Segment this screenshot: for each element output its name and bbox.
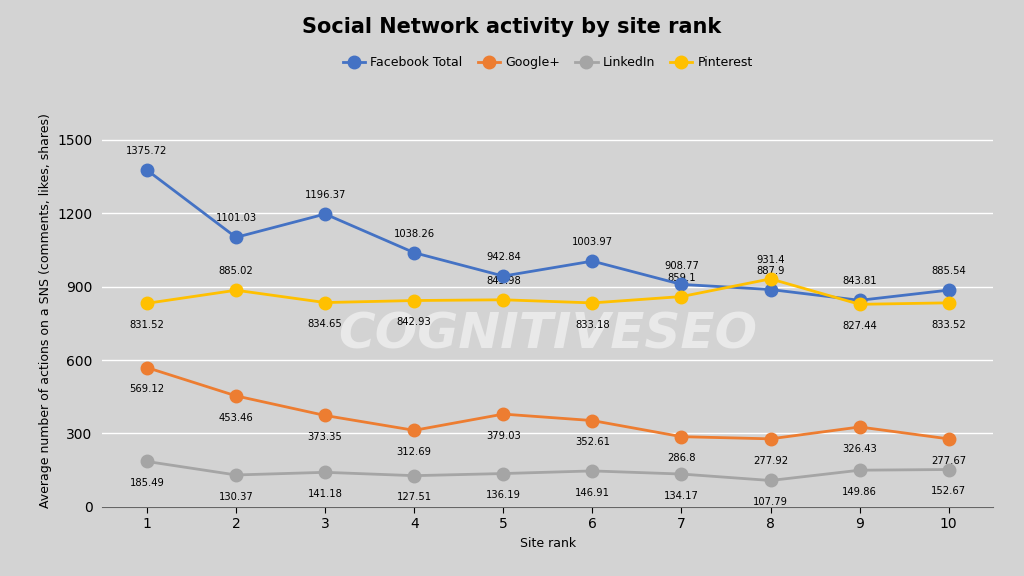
Text: 885.54: 885.54 xyxy=(932,266,966,276)
Text: 833.18: 833.18 xyxy=(575,320,609,329)
Text: 845.98: 845.98 xyxy=(486,276,520,286)
Text: 908.77: 908.77 xyxy=(664,260,699,271)
Text: 931.4: 931.4 xyxy=(757,255,784,265)
Text: 136.19: 136.19 xyxy=(485,490,521,500)
Text: 277.67: 277.67 xyxy=(931,456,967,465)
Text: 134.17: 134.17 xyxy=(664,491,699,501)
Text: 373.35: 373.35 xyxy=(308,432,342,442)
Text: 942.84: 942.84 xyxy=(486,252,520,262)
Text: 107.79: 107.79 xyxy=(753,497,788,507)
X-axis label: Site rank: Site rank xyxy=(520,537,575,550)
Text: 887.9: 887.9 xyxy=(757,266,784,276)
Text: 833.52: 833.52 xyxy=(932,320,966,329)
Text: 1196.37: 1196.37 xyxy=(304,190,346,200)
Text: 379.03: 379.03 xyxy=(486,431,520,441)
Text: 141.18: 141.18 xyxy=(307,489,343,499)
Y-axis label: Average number of actions on a SNS (comments, likes, shares): Average number of actions on a SNS (comm… xyxy=(39,113,52,509)
Text: 843.81: 843.81 xyxy=(843,276,877,286)
Text: 352.61: 352.61 xyxy=(574,437,610,447)
Text: 453.46: 453.46 xyxy=(219,412,253,423)
Text: 885.02: 885.02 xyxy=(219,266,253,276)
Text: 286.8: 286.8 xyxy=(668,453,695,463)
Text: 130.37: 130.37 xyxy=(219,492,253,502)
Text: 312.69: 312.69 xyxy=(396,447,432,457)
Text: 152.67: 152.67 xyxy=(931,486,967,496)
Text: 127.51: 127.51 xyxy=(396,492,432,502)
Text: 569.12: 569.12 xyxy=(129,384,165,394)
Text: 185.49: 185.49 xyxy=(129,478,165,488)
Text: 1038.26: 1038.26 xyxy=(393,229,435,239)
Text: 1101.03: 1101.03 xyxy=(215,214,257,223)
Text: 834.65: 834.65 xyxy=(308,319,342,329)
Text: 859.1: 859.1 xyxy=(668,272,695,283)
Text: Social Network activity by site rank: Social Network activity by site rank xyxy=(302,17,722,37)
Text: 842.93: 842.93 xyxy=(397,317,431,327)
Text: 146.91: 146.91 xyxy=(574,487,610,498)
Text: 827.44: 827.44 xyxy=(843,321,877,331)
Text: 277.92: 277.92 xyxy=(753,456,788,465)
Text: 149.86: 149.86 xyxy=(842,487,878,497)
Text: 1375.72: 1375.72 xyxy=(126,146,168,156)
Text: 326.43: 326.43 xyxy=(843,444,877,454)
Text: 831.52: 831.52 xyxy=(129,320,165,330)
Legend: Facebook Total, Google+, LinkedIn, Pinterest: Facebook Total, Google+, LinkedIn, Pinte… xyxy=(338,51,758,74)
Text: 1003.97: 1003.97 xyxy=(571,237,613,247)
Text: COGNITIVESEO: COGNITIVESEO xyxy=(338,310,758,358)
